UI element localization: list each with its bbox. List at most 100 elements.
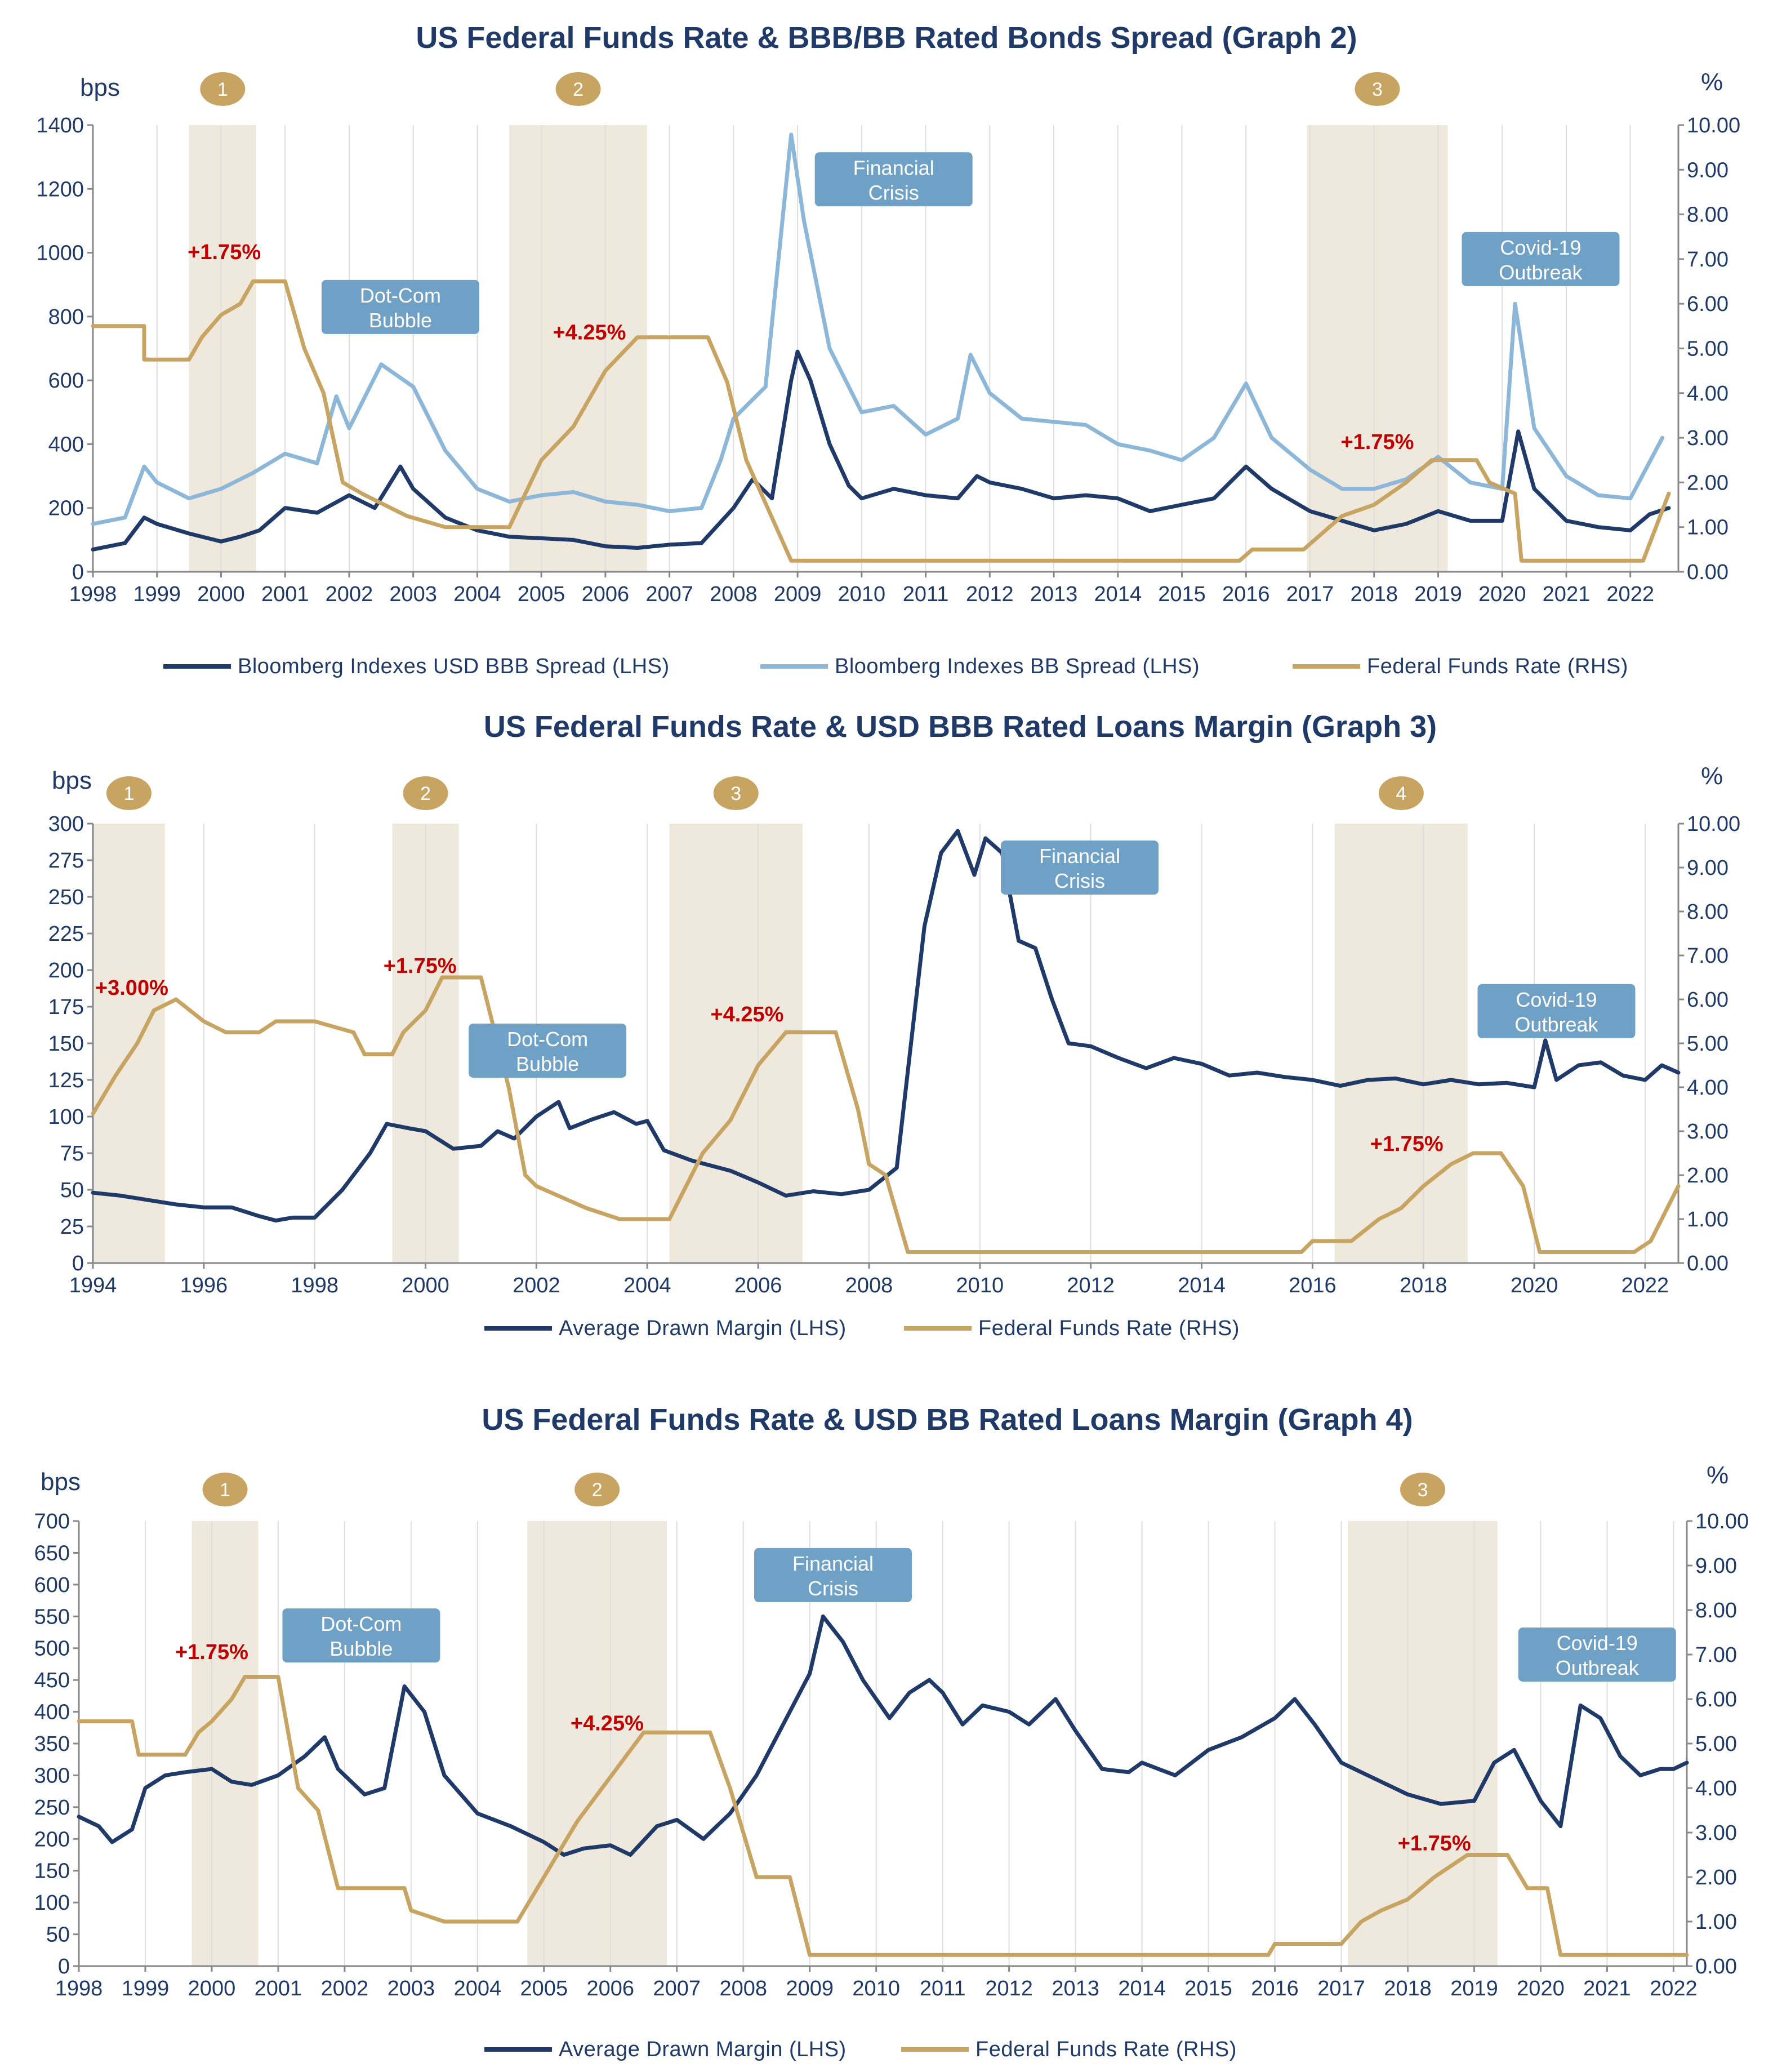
left-tick-label: 200 [48,497,84,521]
x-tick-label: 1998 [69,583,117,606]
callout-line-1: Covid-19 [1557,1631,1638,1655]
callout-box [469,1024,627,1078]
left-axis-unit: bps [41,1468,81,1496]
callout-line-2: Outbreak [1556,1656,1640,1679]
callout-line-1: Financial [792,1552,874,1575]
right-tick-label: 3.00 [1687,426,1729,450]
left-tick-label: 25 [60,1215,84,1239]
period-badge: 3 [713,776,759,810]
x-tick-label: 2008 [845,1274,893,1297]
badge-number: 2 [592,1479,603,1501]
left-tick-label: 600 [34,1573,70,1597]
left-tick-label: 175 [48,995,84,1019]
callout-box [814,152,973,207]
left-tick-label: 400 [34,1701,70,1724]
legend-label: Average Drawn Margin (LHS) [559,2038,847,2061]
badge-circle [200,72,246,106]
callout-line-2: Outbreak [1499,261,1583,284]
right-tick-label: 6.00 [1687,988,1729,1012]
callout-box [1000,841,1159,895]
badge-circle [202,1473,248,1506]
x-tick-label: 2010 [838,583,886,606]
right-tick-label: 2.00 [1687,1164,1729,1188]
callout-line-2: Crisis [808,1577,858,1600]
rate-hike-label: +1.75% [1370,1132,1444,1156]
badge-number: 1 [124,783,135,804]
period-badge: 2 [574,1473,620,1506]
rate-hike-label: +4.25% [710,1003,783,1026]
x-tick-label: 2016 [1289,1274,1337,1297]
left-tick-label: 350 [34,1732,70,1756]
chart-title: US Federal Funds Rate & USD BB Rated Loa… [482,1403,1413,1437]
x-tick-label: 1998 [291,1274,338,1297]
x-tick-label: 2022 [1621,1274,1669,1297]
legend: Average Drawn Margin (LHS) Federal Funds … [484,1317,1239,1340]
x-tick-label: 2009 [786,1977,834,2000]
right-tick-label: 8.00 [1687,900,1729,924]
callout-line-2: Bubble [369,309,432,332]
legend-label: Federal Funds Rate (RHS) [1367,655,1628,678]
right-tick-label: 8.00 [1695,1599,1737,1622]
graph-3-panel: US Federal Funds Rate & USD BBB Rated Lo… [0,699,1773,1375]
x-tick-label: 2014 [1094,583,1142,606]
shaded-period [191,1521,259,1966]
graph-4-panel: US Federal Funds Rate & USD BB Rated Loa… [0,1391,1773,2072]
shaded-period [1348,1521,1498,1966]
series-line [91,975,1681,1254]
period-badge: 1 [202,1473,248,1506]
x-tick-label: 2007 [645,583,693,606]
x-tick-label: 2020 [1511,1274,1558,1297]
rate-hike-label: +1.75% [1398,1832,1471,1856]
shaded-period [93,824,165,1263]
x-tick-label: 2017 [1317,1977,1365,2000]
shaded-period [669,824,803,1263]
chart-title: US Federal Funds Rate & BBB/BB Rated Bon… [416,21,1357,55]
left-tick-label: 1400 [36,114,84,137]
right-tick-label: 7.00 [1687,944,1729,968]
badge-circle [1400,1473,1446,1506]
left-tick-label: 50 [60,1179,84,1202]
callout-box [321,279,479,334]
right-tick-label: 5.00 [1687,1032,1729,1056]
legend: Average Drawn Margin (LHS) Federal Funds … [484,2038,1236,2061]
x-tick-label: 2006 [734,1274,782,1297]
badge-number: 3 [1372,79,1383,100]
callout-line-1: Covid-19 [1516,988,1597,1011]
right-tick-label: 10.00 [1687,812,1740,836]
badge-number: 1 [220,1479,230,1501]
x-tick-label: 2013 [1052,1977,1099,2000]
x-tick-label: 2004 [623,1274,671,1297]
left-tick-label: 250 [34,1796,70,1820]
x-tick-label: 2003 [389,583,437,606]
legend-label: Bloomberg Indexes USD BBB Spread (LHS) [238,655,670,678]
x-tick-label: 2020 [1517,1977,1565,2000]
x-tick-label: 2000 [197,583,245,606]
period-badge: 4 [1378,776,1424,810]
x-tick-label: 2022 [1606,583,1654,606]
x-tick-label: 1994 [69,1274,117,1297]
series-line [91,132,1665,526]
left-tick-label: 200 [34,1828,70,1851]
left-tick-label: 800 [48,305,84,329]
graph-2-chart: US Federal Funds Rate & BBB/BB Rated Bon… [36,21,1740,678]
x-tick-label: 2020 [1478,583,1526,606]
x-tick-label: 2001 [261,583,309,606]
callout-line-1: Dot-Com [507,1028,588,1051]
x-tick-label: 2010 [852,1977,900,2000]
left-axis-unit: bps [80,74,120,101]
x-tick-label: 2014 [1178,1274,1226,1297]
left-tick-label: 300 [48,812,84,836]
x-tick-label: 2006 [587,1977,635,2000]
left-tick-label: 450 [34,1669,70,1692]
x-tick-label: 2018 [1384,1977,1432,2000]
x-tick-label: 2007 [653,1977,701,2000]
left-tick-label: 550 [34,1605,70,1629]
left-tick-label: 150 [48,1032,84,1056]
badge-number: 4 [1396,783,1406,804]
left-tick-label: 1000 [36,242,84,265]
x-tick-label: 2000 [188,1977,236,2000]
